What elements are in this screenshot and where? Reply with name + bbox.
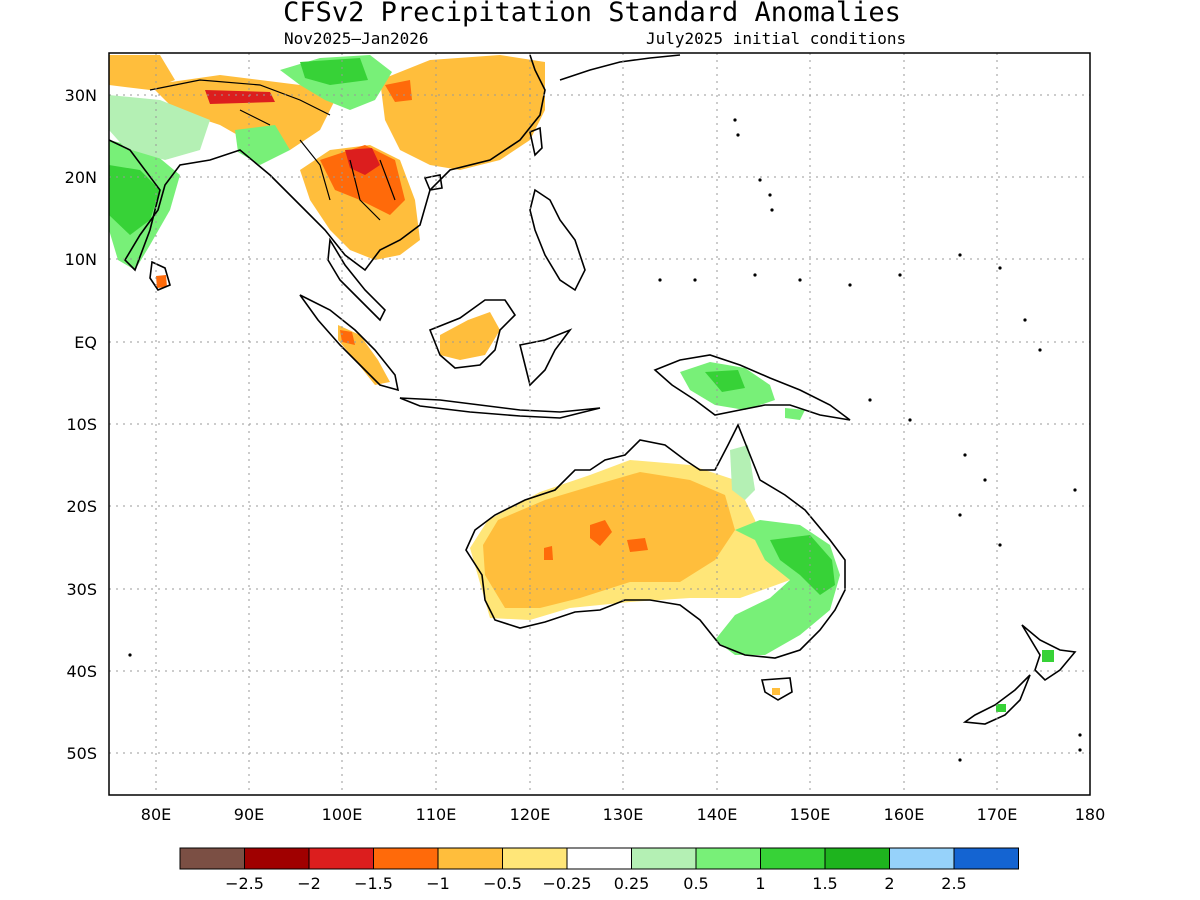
lon-axis: 80E 90E 100E 110E 120E 130E 140E 150E 16… [141, 805, 1106, 824]
colorbar-label: 0.25 [614, 874, 650, 893]
japan-coast [559, 54, 681, 81]
region-solomon [785, 408, 805, 420]
plot-frame [108, 52, 1091, 796]
new-guinea-coast [653, 354, 851, 421]
malaya-coast [327, 237, 386, 322]
colorbar-swatch [437, 847, 503, 870]
lon-tick-label: 130E [603, 805, 644, 824]
colorbar-label: −2 [297, 874, 321, 893]
lat-tick-label: 30N [65, 86, 97, 105]
region-australia-east-coast [770, 535, 835, 595]
colorbar-swatch [695, 847, 761, 870]
colorbar-label: 0.5 [683, 874, 708, 893]
australia-coast [465, 423, 846, 659]
lat-tick-label: 40S [66, 662, 97, 681]
region-sumatra-core [340, 330, 355, 345]
region-australia-peak-3 [544, 546, 553, 560]
lat-tick-label: 10S [66, 415, 97, 434]
colorbar: −2.5 −2 −1.5 −1 −0.5 −0.25 0.25 0.5 1 1.… [179, 847, 1019, 893]
lon-tick-label: 140E [697, 805, 738, 824]
lat-tick-label: 20S [66, 497, 97, 516]
colorbar-swatch [760, 847, 826, 870]
sumatra-coast [299, 294, 400, 392]
colorbar-swatch [566, 847, 632, 870]
colorbar-swatch [244, 847, 310, 870]
philippines-coast [529, 188, 586, 292]
region-india-north [109, 95, 210, 160]
region-indochina-core [320, 145, 405, 215]
region-tibet-core [300, 58, 368, 85]
lon-tick-label: 80E [141, 805, 171, 824]
period-label: Nov2025–Jan2026 [284, 29, 429, 48]
colorbar-swatch [953, 847, 1019, 870]
sulawesi-coast [519, 328, 573, 387]
colorbar-label: 2 [884, 874, 894, 893]
lat-tick-label: 30S [66, 580, 97, 599]
colorbar-swatch [308, 847, 374, 870]
region-india-core [109, 165, 160, 235]
lon-tick-label: 180 [1075, 805, 1106, 824]
colorbar-label: −1.5 [354, 874, 393, 893]
region-east-china-peak [385, 80, 412, 102]
colorbar-label: 1.5 [812, 874, 837, 893]
region-new-guinea-core [705, 370, 745, 392]
region-australia-northeast [730, 445, 755, 500]
lon-tick-label: 100E [322, 805, 363, 824]
lon-tick-label: 120E [510, 805, 551, 824]
colorbar-label: 1 [755, 874, 765, 893]
region-tasmania [772, 688, 780, 695]
region-australia-interior [483, 472, 735, 608]
tasmania-coast [760, 677, 793, 701]
colorbar-label: −1 [426, 874, 450, 893]
taiwan-coast [529, 126, 543, 157]
lon-tick-label: 170E [977, 805, 1018, 824]
colorbar-label: 2.5 [941, 874, 966, 893]
lat-tick-label: EQ [74, 333, 97, 352]
region-srilanka [156, 275, 167, 288]
lat-axis: 30N 20N 10N EQ 10S 20S 30S 40S 50S [65, 86, 97, 763]
borneo-coast [428, 299, 517, 369]
pacific-islands [128, 118, 1082, 762]
region-south-china [380, 55, 545, 170]
coastlines [109, 54, 1077, 725]
region-australia-peak-1 [590, 520, 612, 546]
lat-tick-label: 50S [66, 744, 97, 763]
hainan-coast [423, 174, 443, 191]
colorbar-label: −0.5 [483, 874, 522, 893]
java-coast [399, 397, 601, 419]
region-bangladesh [235, 125, 290, 165]
lon-tick-label: 90E [234, 805, 264, 824]
lat-tick-label: 20N [65, 168, 97, 187]
colorbar-swatch [889, 847, 955, 870]
nz-south-coast [962, 674, 1031, 725]
nz-north-coast [1021, 624, 1077, 682]
region-nz-north [1042, 650, 1054, 662]
region-northwest [109, 55, 175, 90]
lat-tick-label: 10N [65, 250, 97, 269]
colorbar-swatch [824, 847, 890, 870]
colorbar-swatch [502, 847, 568, 870]
region-nz-south [996, 704, 1006, 712]
colorbar-swatch [373, 847, 439, 870]
region-himalaya [150, 75, 335, 150]
map-title: CFSv2 Precipitation Standard Anomalies [283, 0, 901, 28]
lon-tick-label: 160E [884, 805, 925, 824]
country-borders [149, 79, 396, 221]
region-himalaya-core [205, 90, 275, 104]
grid-lines [109, 53, 1090, 795]
colorbar-label: −2.5 [225, 874, 264, 893]
region-australia-peak-2 [627, 538, 648, 552]
lon-tick-label: 110E [416, 805, 457, 824]
initial-conditions-label: July2025 initial conditions [646, 29, 906, 48]
lon-tick-label: 150E [790, 805, 831, 824]
asia-mainland-coast [109, 54, 546, 272]
anomaly-shading [109, 55, 1054, 712]
region-indochina-peak [345, 148, 380, 175]
srilanka-coast [149, 260, 171, 291]
colorbar-swatch [631, 847, 697, 870]
colorbar-swatch [179, 847, 245, 870]
colorbar-label: −0.25 [542, 874, 591, 893]
region-borneo [440, 312, 500, 360]
